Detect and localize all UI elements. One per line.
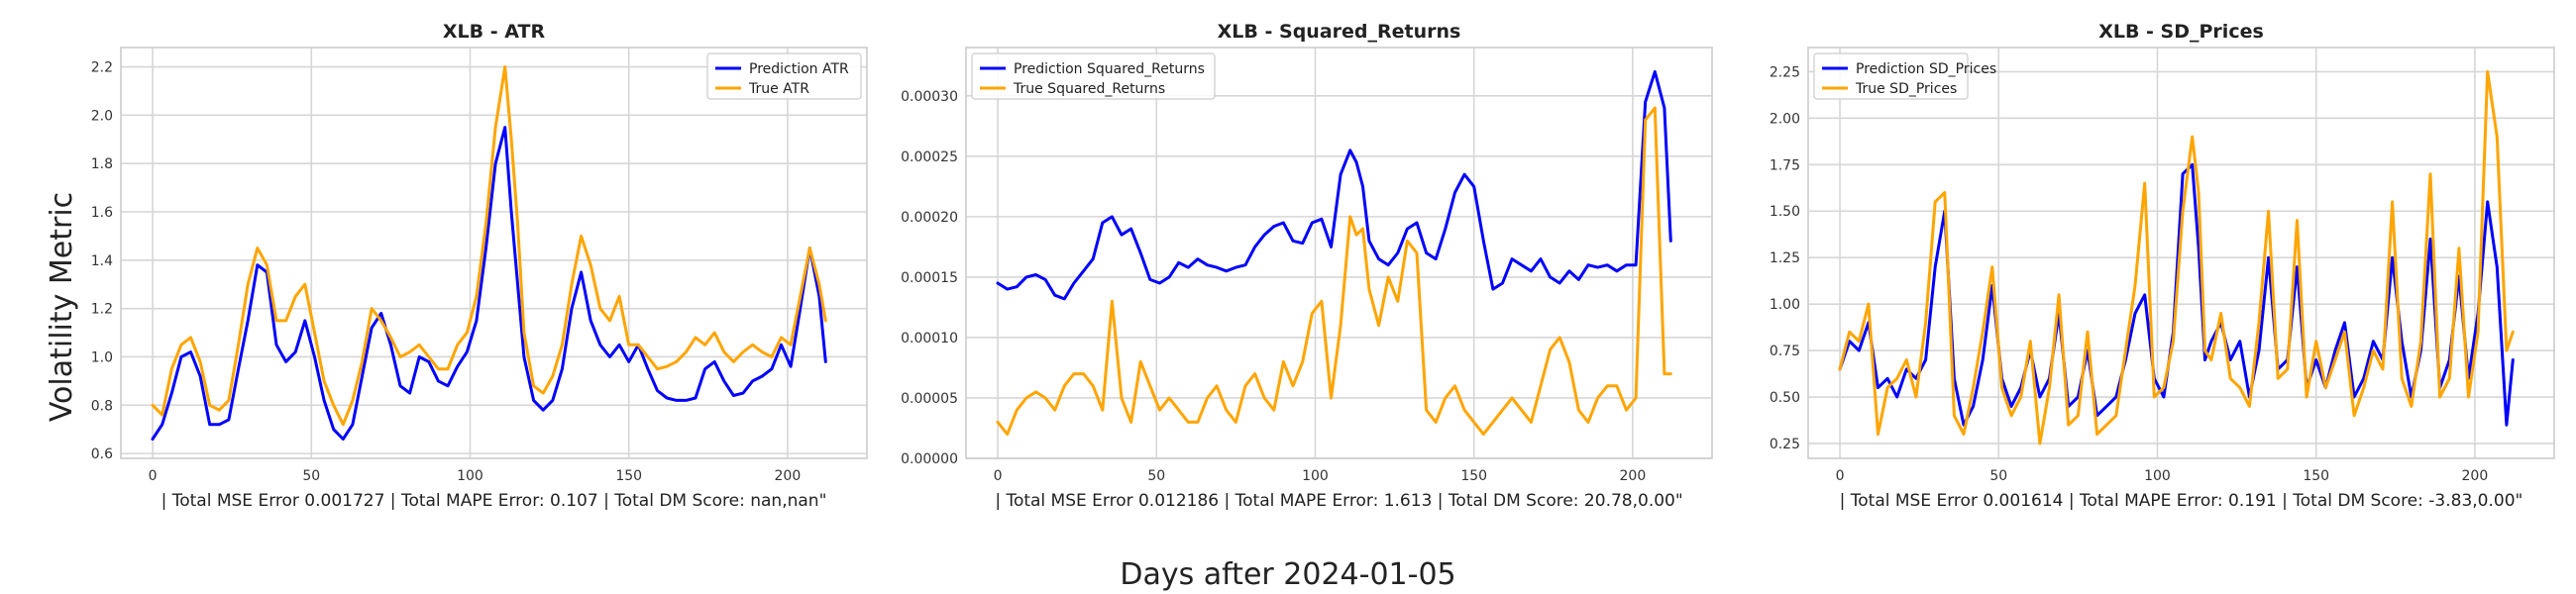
- figure-xlabel: Days after 2024-01-05: [1120, 557, 1455, 592]
- legend-box: [706, 52, 862, 100]
- legend: Prediction SD_Prices True SD_Prices: [1813, 52, 1996, 100]
- series-line-true: [151, 65, 827, 427]
- y-tick-label: 0.25: [1770, 437, 1800, 452]
- y-tick-label: 0.00005: [901, 391, 958, 407]
- figure-ylabel: Volatility Metric: [45, 192, 79, 422]
- plot-frame: [120, 47, 868, 459]
- chart-panel-1: 0 50 100 150 200 0.6 0.8 1.0 1.2 1.4 1.6 1.8 2.0 2.2 X…: [91, 21, 868, 511]
- chart-title: XLB - ATR: [443, 21, 546, 43]
- chart-panel-2: 0 50 100 150 200 0.00000 0.00005 0.00010 0.00015…: [901, 21, 1713, 511]
- chart-title: XLB - Squared_Returns: [1218, 21, 1461, 43]
- y-tick-label: 0.8: [91, 398, 113, 414]
- chart-panel-3: 0 50 100 150 200 0.25 0.50 0.75 1.00 1.25 1.50 1.75…: [1770, 21, 2555, 511]
- x-tick-label: 200: [2462, 468, 2489, 484]
- x-tick-label: 150: [1460, 468, 1487, 484]
- y-tick-label: 0.00015: [901, 270, 958, 286]
- chart-xlabel: | Total MSE Error 0.001614 | Total MAPE …: [1840, 491, 2523, 511]
- series-line-prediction: [1838, 162, 2515, 427]
- y-tick-label: 0.00025: [901, 149, 958, 165]
- y-tick-label: 0.00000: [901, 451, 958, 467]
- x-tick-label: 100: [457, 468, 483, 484]
- y-tick-label: 1.25: [1770, 250, 1800, 266]
- y-tick-label: 1.75: [1770, 157, 1800, 173]
- legend-label: True ATR: [748, 81, 809, 97]
- chart-title: XLB - SD_Prices: [2098, 21, 2264, 43]
- legend-box: [971, 52, 1216, 100]
- series-line-true: [1838, 69, 2515, 446]
- series-line-prediction: [996, 69, 1672, 301]
- x-tick-label: 100: [1302, 468, 1329, 484]
- x-tick-label: 100: [2144, 468, 2171, 484]
- y-tick-label: 1.8: [91, 156, 113, 172]
- y-tick-label: 0.00030: [901, 89, 958, 105]
- y-tick-label: 2.00: [1770, 111, 1800, 127]
- y-tick-label: 1.0: [91, 349, 113, 365]
- x-tick-label: 0: [994, 468, 1003, 484]
- y-tick-label: 2.2: [91, 60, 113, 76]
- y-tick-label: 1.00: [1770, 297, 1800, 313]
- x-tick-label: 0: [1836, 468, 1845, 484]
- plot-frame: [1807, 47, 2555, 459]
- y-tick-label: 1.4: [91, 253, 113, 269]
- legend-label: True SD_Prices: [1855, 81, 1957, 97]
- x-tick-label: 50: [302, 468, 320, 484]
- y-tick-label: 1.2: [91, 302, 113, 318]
- plot-frame: [965, 47, 1713, 459]
- legend-label: Prediction Squared_Returns: [1014, 61, 1205, 77]
- y-tick-label: 2.25: [1770, 64, 1800, 80]
- x-tick-label: 200: [775, 468, 802, 484]
- y-tick-label: 1.6: [91, 205, 113, 221]
- x-tick-label: 0: [149, 468, 158, 484]
- y-tick-label: 2.0: [91, 108, 113, 124]
- chart-xlabel: | Total MSE Error 0.012186 | Total MAPE …: [995, 491, 1682, 511]
- legend-label: True Squared_Returns: [1013, 81, 1165, 97]
- plot-area: [121, 48, 867, 458]
- y-tick-label: 0.6: [91, 446, 113, 462]
- chart-xlabel: | Total MSE Error 0.001727 | Total MAPE …: [161, 491, 827, 511]
- y-tick-label: 0.00010: [901, 331, 958, 346]
- y-tick-label: 0.50: [1770, 390, 1800, 406]
- plot-area: [966, 48, 1712, 458]
- y-tick-label: 0.75: [1770, 344, 1800, 359]
- legend-box: [1813, 52, 1969, 100]
- x-tick-label: 50: [1989, 468, 2007, 484]
- y-tick-label: 1.50: [1770, 204, 1800, 220]
- x-tick-label: 150: [2303, 468, 2329, 484]
- series-line-true: [996, 106, 1672, 437]
- legend: Prediction Squared_Returns True Squared_R…: [971, 52, 1216, 100]
- legend-label: Prediction SD_Prices: [1856, 61, 1996, 77]
- x-tick-label: 50: [1147, 468, 1165, 484]
- x-tick-label: 200: [1620, 468, 1647, 484]
- legend: Prediction ATR True ATR: [706, 52, 862, 100]
- y-tick-label: 0.00020: [901, 210, 958, 226]
- x-tick-label: 150: [615, 468, 642, 484]
- legend-label: Prediction ATR: [749, 61, 849, 77]
